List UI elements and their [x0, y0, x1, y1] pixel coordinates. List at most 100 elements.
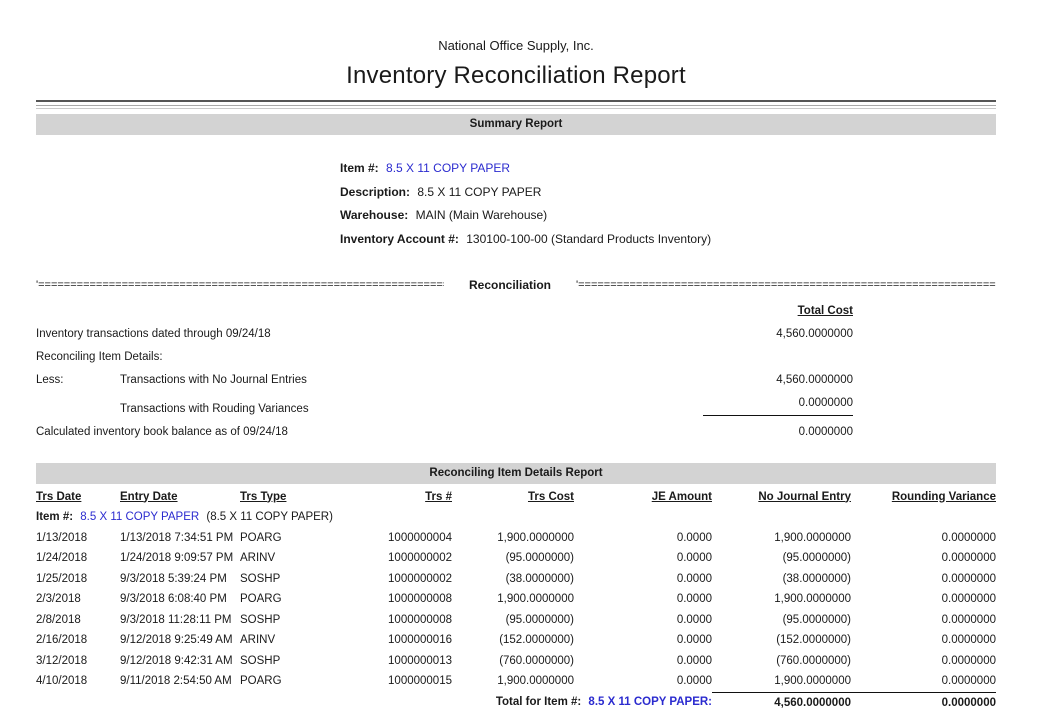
recon-label: Inventory transactions dated through 09/…	[36, 327, 271, 340]
cell-rounding-variance: 0.0000000	[941, 675, 996, 687]
title-divider-mid	[36, 105, 996, 106]
cell-trs-num: 1000000015	[388, 675, 452, 687]
total-item-link[interactable]: 8.5 X 11 COPY PAPER:	[588, 695, 712, 708]
cell-entry-date: 9/3/2018 5:39:24 PM	[120, 572, 227, 585]
cell-trs-num: 1000000016	[388, 634, 452, 646]
cell-trs-cost: (95.0000000)	[505, 613, 574, 626]
cell-trs-date: 1/24/2018	[36, 552, 88, 564]
cell-je-amount: 0.0000	[676, 654, 712, 667]
cell-je-amount: 0.0000	[676, 675, 712, 687]
cell-rounding-variance: 0.0000000	[941, 531, 996, 544]
column-header-rounding-variance: Rounding Variance	[891, 490, 996, 503]
cell-entry-date: 9/11/2018 2:54:50 AM	[120, 675, 232, 687]
details-table: Trs Date Entry Date Trs Type Trs # Trs C…	[36, 484, 996, 714]
cell-rounding-variance: 0.0000000	[941, 613, 996, 626]
item-header-row: Item #: 8.5 X 11 COPY PAPER (8.5 X 11 CO…	[36, 508, 996, 529]
field-description: Description: 8.5 X 11 COPY PAPER	[340, 185, 996, 200]
field-item-number: Item #: 8.5 X 11 COPY PAPER	[340, 161, 996, 176]
recon-row-rounding-variances: Transactions with Rouding Variances 0.00…	[36, 396, 996, 416]
reconciliation-summary: Total Cost Inventory transactions dated …	[36, 304, 996, 439]
cell-no-journal-entry: (152.0000000)	[776, 634, 851, 646]
cell-trs-date: 2/16/2018	[36, 634, 88, 646]
cell-entry-date: 9/12/2018 9:25:49 AM	[120, 634, 233, 646]
cell-trs-type: SOSHP	[240, 613, 281, 626]
item-description-suffix: (8.5 X 11 COPY PAPER)	[206, 511, 333, 523]
less-label: Less:	[36, 373, 64, 386]
details-section-bar: Reconciling Item Details Report	[36, 462, 996, 484]
cell-rounding-variance: 0.0000000	[941, 654, 996, 667]
cell-trs-cost: (760.0000000)	[499, 654, 574, 667]
cell-no-journal-entry: (38.0000000)	[782, 572, 851, 585]
cell-trs-type: SOSHP	[240, 572, 281, 585]
report-title: Inventory Reconciliation Report	[346, 62, 686, 89]
total-rounding-variance: 0.0000000	[851, 692, 996, 714]
cell-trs-type: SOSHP	[240, 654, 281, 667]
cell-je-amount: 0.0000	[676, 613, 712, 626]
total-label: Total for Item #:	[495, 695, 582, 708]
cell-entry-date: 1/24/2018 9:09:57 PM	[120, 552, 234, 564]
item-number-link[interactable]: 8.5 X 11 COPY PAPER	[386, 161, 511, 175]
total-row-label: Total for Item #: 8.5 X 11 COPY PAPER:	[36, 692, 712, 714]
recon-value: 0.0000000	[703, 396, 853, 416]
cell-no-journal-entry: (760.0000000)	[776, 654, 851, 667]
cell-trs-type: POARG	[240, 531, 282, 544]
cell-trs-type: ARINV	[240, 552, 276, 564]
item-number-label: Item #:	[340, 161, 379, 175]
recon-row-book-balance: Calculated inventory book balance as of …	[36, 425, 996, 439]
item-number-link-details[interactable]: 8.5 X 11 COPY PAPER	[80, 511, 200, 523]
cell-rounding-variance: 0.0000000	[941, 593, 996, 605]
title-divider-dark	[36, 100, 996, 102]
cell-je-amount: 0.0000	[676, 634, 712, 646]
reconciliation-title: Reconciliation	[469, 277, 552, 292]
cell-trs-cost: 1,900.0000000	[497, 531, 574, 544]
column-header-no-journal-entry: No Journal Entry	[758, 490, 851, 503]
cell-no-journal-entry: 1,900.0000000	[774, 593, 851, 605]
divider-line-left: '=======================================…	[36, 278, 444, 291]
cell-entry-date: 9/3/2018 6:08:40 PM	[120, 593, 227, 605]
cell-no-journal-entry: 1,900.0000000	[774, 531, 851, 544]
cell-trs-cost: 1,900.0000000	[497, 675, 574, 687]
total-cost-header-row: Total Cost	[36, 304, 996, 318]
cell-trs-num: 1000000004	[388, 531, 452, 544]
cell-trs-num: 1000000008	[388, 613, 452, 626]
recon-label: Calculated inventory book balance as of …	[36, 425, 288, 438]
cell-trs-date: 4/10/2018	[36, 675, 88, 687]
summary-bar-title: Summary Report	[469, 118, 563, 130]
divider-line-right: '=======================================…	[576, 278, 996, 291]
recon-row-reconciling-details: Reconciling Item Details:	[36, 350, 996, 364]
column-header-trs-type: Trs Type	[240, 490, 287, 503]
report-page: National Office Supply, Inc. Inventory R…	[0, 38, 1046, 714]
cell-trs-type: POARG	[240, 593, 282, 605]
cell-no-journal-entry: 1,900.0000000	[774, 675, 851, 687]
recon-value: 0.0000000	[798, 425, 853, 438]
cell-je-amount: 0.0000	[676, 552, 712, 564]
cell-trs-num: 1000000008	[388, 593, 452, 605]
cell-entry-date: 9/3/2018 11:28:11 PM	[120, 613, 232, 626]
column-header-trs-cost: Trs Cost	[527, 490, 574, 503]
cell-trs-cost: (38.0000000)	[505, 572, 574, 585]
recon-value: 4,560.0000000	[776, 327, 853, 340]
total-no-journal-entry: 4,560.0000000	[712, 692, 851, 714]
recon-label: Transactions with Rouding Variances	[120, 402, 309, 415]
column-header-entry-date: Entry Date	[120, 490, 178, 503]
warehouse-label: Warehouse:	[340, 208, 409, 222]
cell-je-amount: 0.0000	[676, 593, 712, 605]
company-name: National Office Supply, Inc.	[438, 38, 594, 53]
recon-value: 4,560.0000000	[776, 373, 853, 386]
cell-trs-date: 2/3/2018	[36, 593, 81, 605]
item-number-label: Item #:	[36, 511, 74, 523]
field-warehouse: Warehouse: MAIN (Main Warehouse)	[340, 208, 996, 223]
column-header-trs-date: Trs Date	[36, 490, 82, 503]
cell-trs-type: POARG	[240, 675, 282, 687]
cell-rounding-variance: 0.0000000	[941, 572, 996, 585]
cell-trs-num: 1000000002	[388, 552, 452, 564]
cell-entry-date: 9/12/2018 9:42:31 AM	[120, 654, 233, 667]
cell-trs-date: 3/12/2018	[36, 654, 88, 667]
column-header-je-amount: JE Amount	[651, 490, 712, 503]
title-divider-light	[36, 108, 996, 109]
description-value: 8.5 X 11 COPY PAPER	[417, 184, 542, 199]
summary-section-bar: Summary Report	[36, 114, 996, 135]
cell-no-journal-entry: (95.0000000)	[782, 552, 851, 564]
description-label: Description:	[340, 184, 411, 199]
details-bar-title: Reconciling Item Details Report	[429, 466, 603, 479]
